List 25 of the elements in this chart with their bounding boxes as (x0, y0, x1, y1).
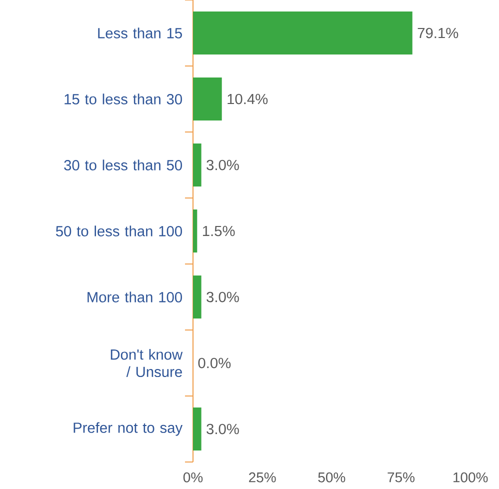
data-label: 10.4% (228, 94, 268, 104)
y-tick-label: Prefer not to say (74, 422, 183, 436)
x-tick-label: 0% (183, 472, 203, 482)
data-label: 3.0% (206, 424, 239, 434)
bar (193, 144, 202, 186)
y-tick-label: 50 to less than 100 (56, 226, 182, 236)
data-label: 3.0% (206, 160, 239, 170)
bar (193, 408, 202, 450)
bar (193, 210, 198, 252)
y-tick-label: More than 100 (88, 292, 182, 302)
bar (193, 12, 412, 54)
x-tick-label: 100% (454, 472, 488, 482)
bar (193, 78, 222, 120)
data-label: 1.5% (202, 226, 235, 236)
y-tick-label: Less than 15 (98, 28, 182, 38)
y-tick-label: 30 to less than 50 (64, 160, 182, 170)
data-label: 3.0% (206, 292, 239, 302)
x-tick-label: 50% (318, 472, 346, 482)
y-tick-label: Don't know / Unsure (110, 348, 183, 378)
data-label: 0.0% (198, 358, 231, 368)
x-tick-label: 25% (249, 472, 276, 482)
data-label: 79.1% (418, 28, 458, 38)
x-tick-label: 75% (388, 472, 414, 482)
bar (193, 276, 202, 318)
y-tick-label: 15 to less than 30 (64, 94, 182, 104)
